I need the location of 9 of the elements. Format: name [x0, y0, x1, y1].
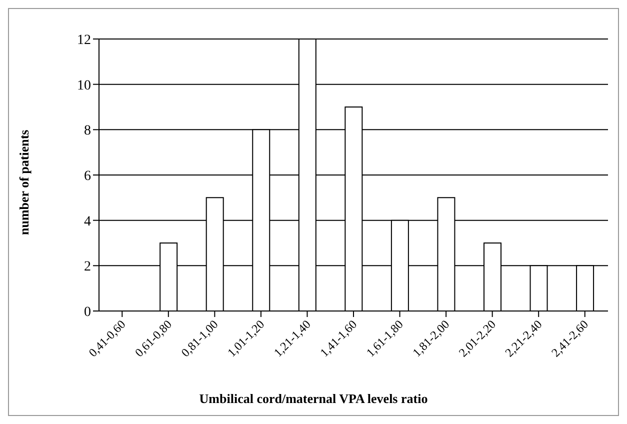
y-tick-label: 0 [84, 304, 91, 320]
y-axis-title: number of patients [16, 130, 32, 235]
y-tick-label: 4 [84, 214, 91, 230]
y-tick-label: 12 [77, 32, 91, 48]
y-tick-label: 10 [77, 78, 91, 94]
y-tick-label: 6 [84, 168, 91, 184]
x-axis-title: Umbilical cord/maternal VPA levels ratio [198, 391, 429, 407]
y-tick-label: 2 [84, 260, 91, 275]
y-tick-label: 8 [84, 124, 91, 139]
